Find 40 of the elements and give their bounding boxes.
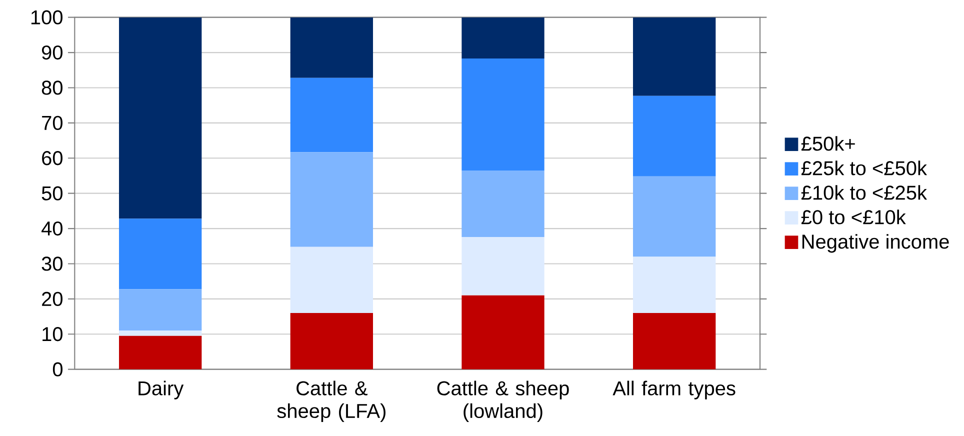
bar [462, 295, 544, 370]
y-tick-label: 70 [42, 116, 62, 130]
y-tick-label: 60 [42, 151, 62, 166]
bar [290, 246, 374, 314]
legend-label: £25k to <£50k [801, 160, 928, 176]
y-tick-label: 30 [42, 256, 62, 271]
y-tick-label: 40 [42, 221, 62, 236]
y-tick-label: 50 [42, 186, 62, 200]
y-tick-label: 90 [42, 45, 62, 60]
x-tick-label: Cattle & sheep (LFA) [277, 380, 386, 422]
bar [633, 17, 716, 96]
x-tick-label: Dairy [138, 380, 184, 400]
y-tick-label: 80 [42, 80, 62, 95]
y-tick-label: 20 [42, 292, 62, 306]
bar [119, 218, 202, 290]
x-tick-label: All farm types [612, 380, 736, 400]
legend-label: £10k to <£25k [801, 185, 928, 200]
bar [290, 152, 374, 247]
bar [633, 256, 716, 314]
y-tick-label: 100 [31, 10, 62, 24]
y-tick-label: 10 [42, 327, 62, 342]
bar [119, 17, 202, 219]
bar [633, 176, 716, 257]
legend-label: £0 to <£10k [801, 210, 906, 224]
bar [290, 78, 374, 152]
bar [462, 58, 544, 170]
bar [462, 170, 544, 237]
y-tick-label: 0 [52, 362, 62, 376]
bar [119, 289, 202, 331]
bar [462, 17, 544, 59]
legend-label: £50k+ [801, 136, 855, 151]
bar [290, 313, 374, 370]
bar [633, 313, 716, 370]
bar [119, 336, 202, 370]
bar [633, 96, 716, 176]
bar [462, 236, 544, 296]
x-tick-label: Cattle & sheep (lowland) [437, 380, 569, 422]
bar [290, 17, 374, 78]
bar [119, 330, 202, 336]
legend-label: Negative income [802, 234, 949, 253]
